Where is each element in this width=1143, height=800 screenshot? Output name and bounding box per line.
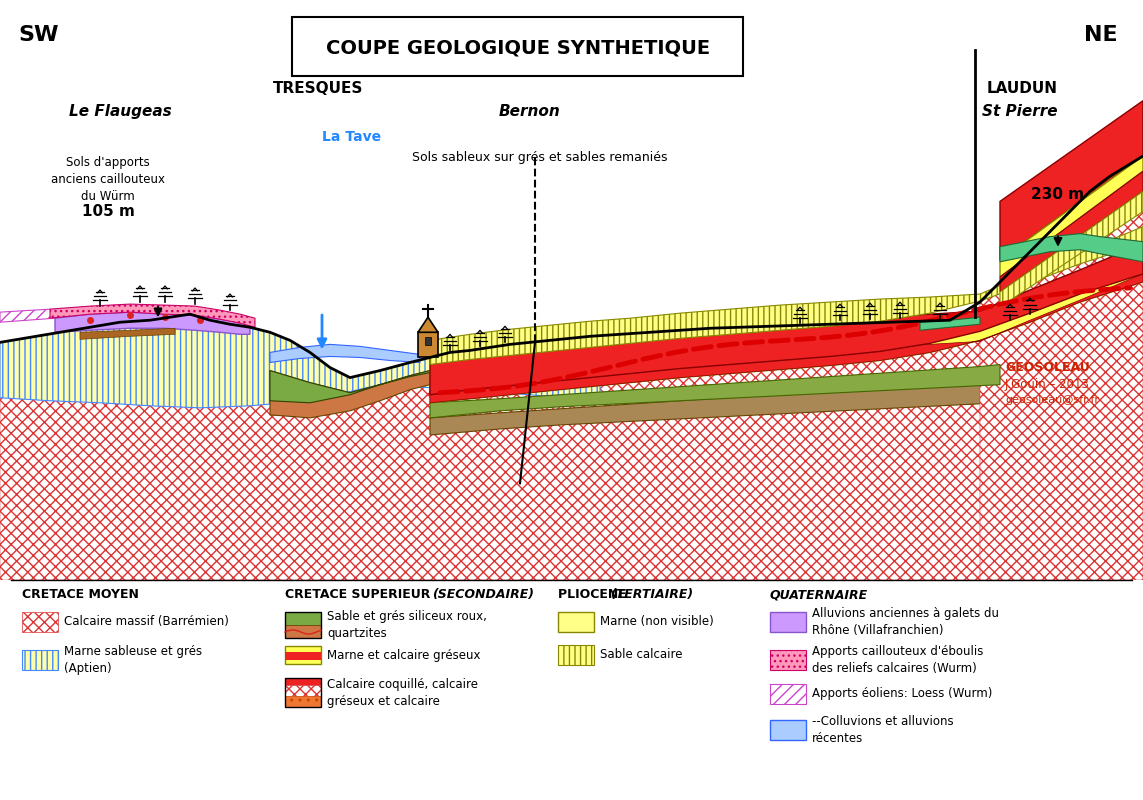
- Polygon shape: [0, 156, 1143, 580]
- Polygon shape: [430, 257, 1143, 402]
- Text: Sols sableux sur grés et sables remaniés: Sols sableux sur grés et sables remaniés: [413, 151, 668, 164]
- Polygon shape: [418, 317, 438, 332]
- Bar: [22, 650, 58, 670]
- Text: --Colluvions et alluvions
récentes: --Colluvions et alluvions récentes: [812, 715, 953, 745]
- Polygon shape: [430, 378, 1000, 435]
- Polygon shape: [430, 274, 1143, 402]
- Bar: [285, 696, 321, 707]
- Text: Apports éoliens: Loess (Wurm): Apports éoliens: Loess (Wurm): [812, 687, 992, 701]
- Polygon shape: [0, 314, 600, 408]
- Polygon shape: [270, 335, 850, 418]
- Polygon shape: [270, 344, 419, 362]
- Bar: [425, 338, 431, 346]
- Text: Bernon: Bernon: [499, 104, 561, 118]
- Text: Calcaire coquillé, calcaire
gréseux et calcaire: Calcaire coquillé, calcaire gréseux et c…: [327, 678, 478, 708]
- Bar: [285, 612, 321, 638]
- Bar: [285, 678, 321, 685]
- Text: Sable et grés siliceux roux,
quartzites: Sable et grés siliceux roux, quartzites: [327, 610, 487, 640]
- Bar: [285, 625, 321, 638]
- Text: Sols d'apports
anciens caillouteux
du Würm: Sols d'apports anciens caillouteux du Wü…: [51, 156, 165, 202]
- Text: LAUDUN: LAUDUN: [988, 81, 1058, 96]
- Polygon shape: [80, 328, 175, 339]
- Bar: [770, 684, 806, 704]
- Bar: [418, 332, 438, 358]
- Text: Alluvions anciennes à galets du
Rhône (Villafranchien): Alluvions anciennes à galets du Rhône (V…: [812, 607, 999, 637]
- Text: 230 m: 230 m: [1031, 187, 1085, 202]
- Polygon shape: [1000, 156, 1143, 277]
- Bar: [770, 612, 806, 632]
- Text: (TERTIAIRE): (TERTIAIRE): [610, 588, 693, 601]
- Polygon shape: [1000, 234, 1143, 262]
- Bar: [285, 646, 321, 664]
- Bar: [558, 612, 594, 632]
- Polygon shape: [270, 335, 850, 402]
- Text: geosoleau@sfr.fr: geosoleau@sfr.fr: [1005, 394, 1100, 405]
- Text: La Tave: La Tave: [322, 130, 381, 144]
- Polygon shape: [0, 309, 55, 322]
- Bar: [285, 652, 321, 660]
- Bar: [770, 650, 806, 670]
- Text: Le Flaugeas: Le Flaugeas: [69, 104, 171, 118]
- Polygon shape: [1000, 171, 1143, 292]
- Text: Calcaire massif (Barrémien): Calcaire massif (Barrémien): [64, 615, 229, 629]
- Text: Sable calcaire: Sable calcaire: [600, 649, 682, 662]
- Polygon shape: [50, 304, 255, 327]
- Text: St Pierre: St Pierre: [982, 104, 1058, 118]
- Bar: [285, 678, 321, 707]
- Bar: [22, 612, 58, 632]
- Text: CRETACE SUPERIEUR: CRETACE SUPERIEUR: [285, 588, 434, 601]
- Polygon shape: [430, 226, 1143, 365]
- Bar: [285, 685, 321, 696]
- Polygon shape: [1000, 191, 1143, 307]
- Polygon shape: [55, 312, 250, 334]
- Bar: [558, 645, 594, 665]
- Polygon shape: [1000, 101, 1143, 260]
- Text: PLIOCENE: PLIOCENE: [558, 588, 631, 601]
- Polygon shape: [430, 244, 1143, 394]
- Bar: [770, 720, 806, 740]
- Text: COUPE GEOLOGIQUE SYNTHETIQUE: COUPE GEOLOGIQUE SYNTHETIQUE: [326, 39, 710, 58]
- Polygon shape: [980, 156, 1143, 580]
- Text: Marne sableuse et grés
(Aptien): Marne sableuse et grés (Aptien): [64, 645, 202, 675]
- Text: TRESQUES: TRESQUES: [273, 81, 363, 96]
- Text: NE: NE: [1085, 25, 1118, 45]
- Text: 105 m: 105 m: [81, 205, 135, 219]
- Polygon shape: [920, 317, 980, 330]
- Text: (SECONDAIRE): (SECONDAIRE): [432, 588, 534, 601]
- Text: Apports caillouteux d'éboulis
des reliefs calcaires (Wurm): Apports caillouteux d'éboulis des relief…: [812, 645, 983, 675]
- Text: GEOSOLEAU: GEOSOLEAU: [1005, 361, 1089, 374]
- FancyBboxPatch shape: [291, 17, 743, 75]
- Bar: [285, 612, 321, 625]
- Text: Marne et calcaire gréseux: Marne et calcaire gréseux: [327, 649, 480, 662]
- Text: J.Gouin – 2013: J.Gouin – 2013: [1005, 378, 1090, 390]
- Text: QUATERNAIRE: QUATERNAIRE: [770, 588, 869, 601]
- Text: SW: SW: [18, 25, 58, 45]
- Polygon shape: [430, 365, 1000, 418]
- Text: CRETACE MOYEN: CRETACE MOYEN: [22, 588, 139, 601]
- Text: Marne (non visible): Marne (non visible): [600, 615, 713, 629]
